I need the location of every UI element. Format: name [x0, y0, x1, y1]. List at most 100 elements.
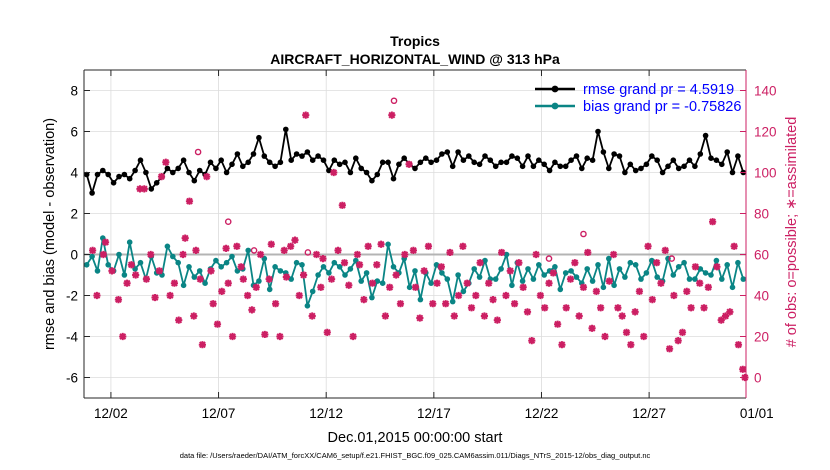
obs-assimilated-marker: [179, 250, 187, 259]
obs-assimilated-marker: [302, 111, 310, 119]
obs-assimilated-marker: [185, 197, 194, 205]
plot-area: [84, 70, 746, 398]
rmse-point: [342, 159, 348, 166]
rmse-point: [670, 157, 677, 163]
obs-assimilated-marker: [218, 287, 226, 295]
rmse-point: [719, 161, 725, 168]
obs-assimilated-marker: [665, 345, 674, 353]
bias-point: [406, 284, 413, 291]
y-right-tick-label: 100: [754, 166, 777, 181]
rmse-point: [245, 159, 251, 166]
obs-possible-marker: [545, 255, 553, 262]
obs-assimilated-marker: [502, 291, 510, 300]
obs-assimilated-marker: [198, 341, 207, 349]
rmse-point: [573, 153, 580, 159]
rmse-point: [369, 177, 375, 184]
rmse-point: [320, 157, 327, 163]
rmse-point: [654, 157, 660, 163]
obs-assimilated-marker: [566, 275, 575, 283]
bias-point: [126, 239, 133, 245]
bias-point: [342, 272, 348, 278]
bias-point: [272, 264, 278, 270]
bias-point: [299, 262, 305, 268]
rmse-point: [552, 159, 558, 166]
obs-assimilated-marker: [584, 248, 592, 257]
rmse-point: [234, 151, 241, 157]
bias-point: [638, 276, 644, 282]
obs-assimilated-marker: [147, 250, 155, 259]
obs-assimilated-marker: [467, 304, 476, 312]
rmse-point: [266, 159, 273, 166]
obs-assimilated-marker: [213, 320, 222, 328]
bias-point: [536, 262, 542, 268]
obs-assimilated-marker: [610, 250, 618, 259]
rmse-point: [503, 159, 510, 166]
y-right-tick-label: 20: [754, 330, 769, 345]
chart-subtitle: AIRCRAFT_HORIZONTAL_WIND @ 313 hPa: [270, 51, 560, 67]
rmse-point: [191, 177, 198, 184]
rmse-point: [180, 157, 187, 163]
obs-assimilated-marker: [687, 304, 695, 312]
bias-point: [525, 266, 531, 272]
bias-point: [692, 276, 698, 282]
bias-point: [439, 270, 445, 276]
rmse-point: [213, 165, 219, 172]
y-tick-label: -4: [66, 330, 78, 345]
rmse-point: [579, 165, 585, 172]
obs-assimilated-marker: [653, 259, 661, 267]
obs-assimilated-marker: [405, 160, 413, 168]
obs-assimilated-marker: [411, 283, 420, 291]
bias-point: [724, 262, 730, 268]
obs-assimilated-marker: [252, 283, 260, 291]
bias-point: [412, 268, 418, 274]
obs-assimilated-marker: [196, 275, 204, 283]
obs-assimilated-marker: [203, 173, 211, 181]
bias-point: [196, 268, 203, 274]
obs-assimilated-marker: [89, 246, 97, 254]
rmse-point: [492, 163, 499, 170]
rmse-point: [347, 169, 354, 176]
bias-point: [336, 264, 343, 270]
bias-point: [137, 259, 144, 266]
obs-assimilated-marker: [721, 312, 730, 320]
obs-assimilated-marker: [597, 304, 605, 312]
obs-assimilated-marker: [349, 332, 357, 341]
rmse-point: [460, 157, 467, 163]
x-tick-label: 01/01: [740, 406, 774, 421]
rmse-point: [665, 163, 671, 170]
obs-assimilated-marker: [541, 304, 549, 312]
rmse-point: [153, 180, 160, 186]
bias-point: [218, 264, 224, 270]
rmse-point: [724, 149, 730, 155]
bias-point: [170, 253, 176, 260]
obs-assimilated-marker: [489, 296, 497, 304]
obs-assimilated-marker: [142, 275, 151, 283]
rmse-point: [466, 153, 472, 159]
obs-assimilated-marker: [622, 328, 631, 336]
rmse-point: [622, 169, 628, 176]
obs-assimilated-marker: [267, 240, 275, 248]
rmse-point: [229, 161, 235, 168]
legend-bias-marker: [551, 102, 559, 110]
obs-assimilated-marker: [295, 291, 303, 300]
bias-point: [654, 274, 660, 280]
y-right-tick-label: 60: [754, 248, 769, 263]
bias-point: [223, 259, 230, 266]
rmse-point: [455, 149, 461, 155]
obs-assimilated-marker: [696, 279, 704, 287]
obs-possible-marker: [250, 247, 258, 254]
obs-assimilated-marker: [713, 263, 721, 271]
bias-point: [606, 255, 612, 262]
obs-assimilated-marker: [222, 244, 230, 252]
obs-assimilated-marker: [190, 312, 198, 320]
bias-point: [681, 259, 687, 266]
rmse-point: [449, 163, 456, 170]
bias-point: [379, 280, 386, 287]
obs-assimilated-marker: [334, 246, 342, 254]
obs-assimilated-marker: [401, 250, 409, 259]
obs-assimilated-marker: [739, 365, 747, 373]
obs-assimilated-marker: [265, 275, 273, 283]
obs-assimilated-marker: [472, 291, 480, 300]
y-right-tick-label: 0: [754, 371, 762, 386]
